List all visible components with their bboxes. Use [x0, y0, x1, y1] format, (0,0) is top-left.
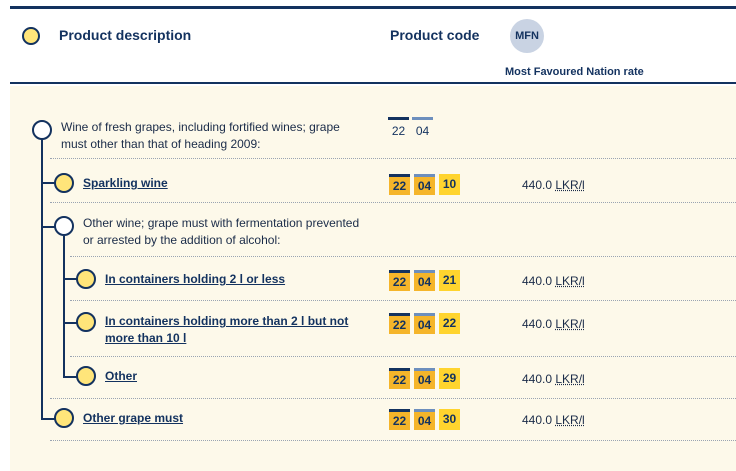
tree-node-icon[interactable] — [54, 216, 74, 236]
tree-connector — [63, 278, 77, 280]
row-separator — [70, 300, 736, 301]
code-part: 04 — [414, 409, 435, 430]
tree-connector — [63, 376, 77, 378]
rate-value: 440.0 — [522, 178, 553, 192]
rate-unit: LKR/l — [555, 274, 585, 288]
code-part: 04 — [414, 313, 435, 334]
product-code: 22 04 21 — [389, 270, 460, 291]
row-description: Wine of fresh grapes, including fortifie… — [61, 120, 340, 151]
code-part: 22 — [389, 270, 410, 291]
tree-connector — [63, 322, 77, 324]
tree-node-icon[interactable] — [54, 408, 74, 428]
tree-node-icon[interactable] — [76, 312, 96, 332]
product-code: 22 04 30 — [389, 409, 460, 430]
rate-value: 440.0 — [522, 372, 553, 386]
product-code: 22 04 22 — [389, 313, 460, 334]
product-link[interactable]: Other grape must — [83, 411, 184, 425]
mfn-badge: MFN — [510, 19, 544, 53]
header-circle-icon — [22, 27, 40, 45]
code-part: 30 — [439, 409, 460, 430]
rate-value: 440.0 — [522, 317, 553, 331]
mfn-rate: 440.0 LKR/l — [522, 372, 585, 386]
code-part: 04 — [414, 368, 435, 389]
mfn-rate: 440.0 LKR/l — [522, 413, 585, 427]
row-separator — [50, 398, 736, 399]
tree-connector — [41, 138, 43, 420]
row-separator — [70, 356, 736, 357]
code-part: 22 — [389, 409, 410, 430]
code-part: 04 — [412, 117, 433, 138]
mfn-rate: 440.0 LKR/l — [522, 274, 585, 288]
code-part: 22 — [439, 313, 460, 334]
code-part: 22 — [388, 117, 409, 138]
tree-node-icon[interactable] — [76, 366, 96, 386]
tree-node-icon[interactable] — [54, 173, 74, 193]
header-top-rule — [10, 6, 736, 9]
product-code-heading: Product code — [390, 27, 480, 43]
mfn-rate-heading: Most Favoured Nation rate — [505, 66, 644, 78]
row-separator — [50, 158, 736, 159]
rate-value: 440.0 — [522, 413, 553, 427]
mfn-rate: 440.0 LKR/l — [522, 178, 585, 192]
product-link[interactable]: In containers holding more than 2 l but … — [105, 314, 349, 345]
product-code: 22 04 — [388, 117, 433, 138]
tree-connector — [41, 182, 55, 184]
rate-value: 440.0 — [522, 274, 553, 288]
mfn-rate: 440.0 LKR/l — [522, 317, 585, 331]
code-part: 22 — [389, 313, 410, 334]
product-link[interactable]: Sparkling wine — [83, 176, 168, 190]
tree-node-icon[interactable] — [76, 269, 96, 289]
tree-connector — [41, 226, 55, 228]
row-separator — [50, 202, 736, 203]
code-part: 04 — [414, 270, 435, 291]
row-separator — [70, 256, 736, 257]
rate-unit: LKR/l — [555, 413, 585, 427]
rate-unit: LKR/l — [555, 178, 585, 192]
rate-unit: LKR/l — [555, 372, 585, 386]
code-part: 10 — [439, 174, 460, 195]
tree-connector — [41, 418, 55, 420]
row-description: Other wine; grape must with fermentation… — [83, 216, 360, 247]
code-part: 04 — [414, 174, 435, 195]
product-code: 22 04 10 — [389, 174, 460, 195]
code-part: 22 — [389, 174, 410, 195]
rate-unit: LKR/l — [555, 317, 585, 331]
product-code: 22 04 29 — [389, 368, 460, 389]
product-link[interactable]: In containers holding 2 l or less — [105, 272, 286, 286]
product-link[interactable]: Other — [105, 369, 138, 383]
tree-connector — [63, 236, 65, 378]
table-header: Product description Product code MFN Mos… — [10, 9, 736, 84]
code-part: 29 — [439, 368, 460, 389]
product-description-heading: Product description — [59, 27, 192, 43]
tree-node-icon[interactable] — [32, 120, 52, 140]
product-tree: Wine of fresh grapes, including fortifie… — [10, 86, 736, 471]
code-part: 22 — [389, 368, 410, 389]
code-part: 21 — [439, 270, 460, 291]
row-separator — [50, 440, 736, 441]
